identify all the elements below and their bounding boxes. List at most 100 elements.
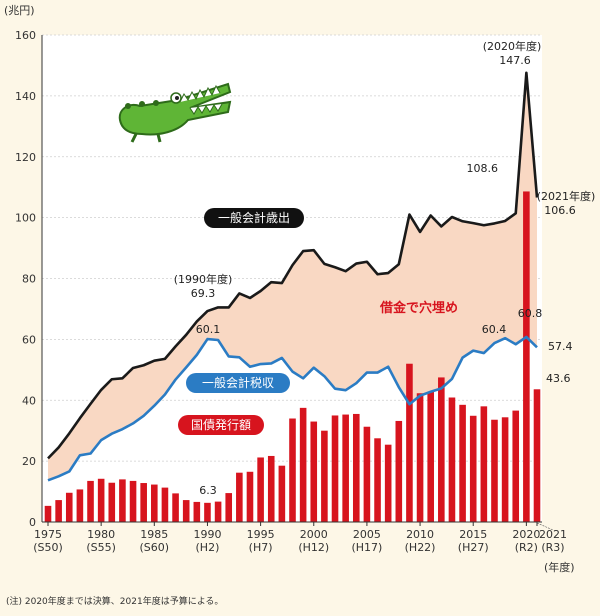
- x-unit-label: (年度): [544, 560, 575, 574]
- x-tick-era-label: (H7): [249, 541, 273, 554]
- x-tick-era-label: (R3): [541, 541, 564, 554]
- bond-bar: [310, 421, 318, 522]
- bond-bar: [512, 410, 520, 522]
- x-tick-label: 2010: [406, 528, 434, 541]
- bond-bar: [140, 483, 147, 522]
- x-tick-era-label: (S60): [140, 541, 170, 554]
- bond-bar: [501, 417, 509, 522]
- y-tick-label: 40: [22, 394, 36, 407]
- bond-bar: [491, 419, 498, 522]
- annotation-2020-bond: 108.6: [467, 162, 499, 175]
- bond-bar: [257, 457, 264, 522]
- bond-bar: [459, 404, 466, 522]
- annotation-2021-expenditure: 106.6: [544, 204, 576, 217]
- footnote: (注) 2020年度までは決算、2021年度は予算による。: [6, 597, 224, 607]
- x-tick-era-label: (R2): [515, 541, 538, 554]
- y-tick-label: 60: [22, 333, 36, 346]
- expenditure-line: [47, 71, 539, 460]
- x-tick-label: 1995: [247, 528, 275, 541]
- x-tick-label: 1985: [140, 528, 168, 541]
- x-tick-era-label: (S50): [33, 541, 63, 554]
- annotation-2021-tax: 57.4: [548, 340, 573, 353]
- bond-bar: [108, 482, 116, 522]
- y-tick-label: 100: [15, 212, 36, 225]
- bond-bar: [151, 484, 158, 522]
- bond-bar: [76, 489, 84, 522]
- bond-bar: [267, 455, 275, 522]
- bond-bar: [172, 493, 179, 522]
- bond-bar: [395, 420, 403, 522]
- bond-bar: [427, 391, 434, 522]
- bond-bar: [469, 415, 477, 522]
- y-tick-label: 160: [15, 29, 36, 42]
- bond-bar: [129, 480, 137, 522]
- x-tick-label: 2000: [300, 528, 328, 541]
- bond-bar: [299, 407, 307, 522]
- y-tick-label: 120: [15, 151, 36, 164]
- y-tick-label: 0: [29, 516, 36, 529]
- bond-bar: [438, 377, 445, 522]
- bond-bar: [278, 465, 286, 522]
- x-tick-label: 2005: [353, 528, 381, 541]
- x-tick-era-label: (H12): [298, 541, 329, 554]
- bond-bar: [352, 413, 360, 522]
- bond-bar: [97, 478, 105, 522]
- bond-bar: [87, 480, 94, 522]
- annotation-2020-expenditure: 147.6: [499, 54, 531, 67]
- x-tick-label: 1975: [34, 528, 62, 541]
- annotation-2021-bond: 43.6: [546, 372, 571, 385]
- bond-bar: [65, 492, 73, 522]
- deficit-fill-label: 借金で穴埋め: [379, 300, 458, 316]
- bond-bar: [480, 406, 488, 522]
- y-tick-label: 140: [15, 90, 36, 103]
- bond-bar: [214, 501, 222, 522]
- y-tick-label: 20: [22, 455, 36, 468]
- tax-revenue-line: [47, 335, 538, 482]
- bond-bar: [204, 502, 211, 522]
- bond-bar: [342, 414, 349, 522]
- x-tick-label: 1980: [87, 528, 115, 541]
- annotation-1990-expenditure: 69.3: [191, 287, 216, 300]
- x-tick-label: 2015: [459, 528, 487, 541]
- x-tick-era-label: (H27): [458, 541, 489, 554]
- bond-bar: [55, 500, 62, 522]
- annotation-1990-tax: 60.1: [196, 323, 221, 336]
- x-tick-era-label: (H2): [196, 541, 220, 554]
- bond-bar: [44, 505, 52, 522]
- bond-bar: [533, 389, 541, 522]
- annotation-2020-tax: 60.8: [518, 307, 543, 320]
- bond-bar: [161, 487, 169, 522]
- bond-bar: [406, 363, 413, 522]
- svg-text:国債発行額: 国債発行額: [191, 417, 251, 432]
- bond-bar: [119, 479, 126, 522]
- crocodile-icon: [118, 82, 232, 143]
- deficit-fill-area: [48, 72, 537, 481]
- bond-bar: [523, 191, 530, 523]
- axes: 0 20 40 60 80 100 120 140 160 1975(S50) 1980(S55) 1…: [15, 29, 567, 554]
- bond-bar: [374, 438, 381, 522]
- bond-bar: [416, 393, 424, 522]
- svg-text:一般会計歳出: 一般会計歳出: [218, 210, 290, 225]
- bond-bar: [363, 426, 371, 522]
- bond-issuance-label: 国債発行額: [178, 415, 264, 435]
- expenditure-label: 一般会計歳出: [204, 208, 304, 228]
- y-tick-label: 80: [22, 273, 36, 286]
- bond-bar: [182, 500, 190, 522]
- bond-bar: [331, 415, 339, 522]
- bond-bar: [225, 493, 233, 522]
- annotation-2020-year: (2020年度): [483, 39, 542, 53]
- x-tick-label: 1990: [193, 528, 221, 541]
- bond-bar: [448, 397, 456, 522]
- bond-issuance-bars: [44, 191, 541, 523]
- x-tick-label: 2020: [512, 528, 540, 541]
- bond-bar: [193, 501, 201, 522]
- x-tick-label: 2021: [539, 528, 567, 541]
- bond-bar: [236, 472, 243, 522]
- bond-bar: [384, 444, 392, 522]
- bond-bar: [321, 430, 328, 522]
- y-unit-label: (兆円): [4, 4, 35, 17]
- x-tick-era-label: (H17): [351, 541, 382, 554]
- bond-bar: [246, 471, 254, 522]
- x-tick-era-label: (H22): [405, 541, 436, 554]
